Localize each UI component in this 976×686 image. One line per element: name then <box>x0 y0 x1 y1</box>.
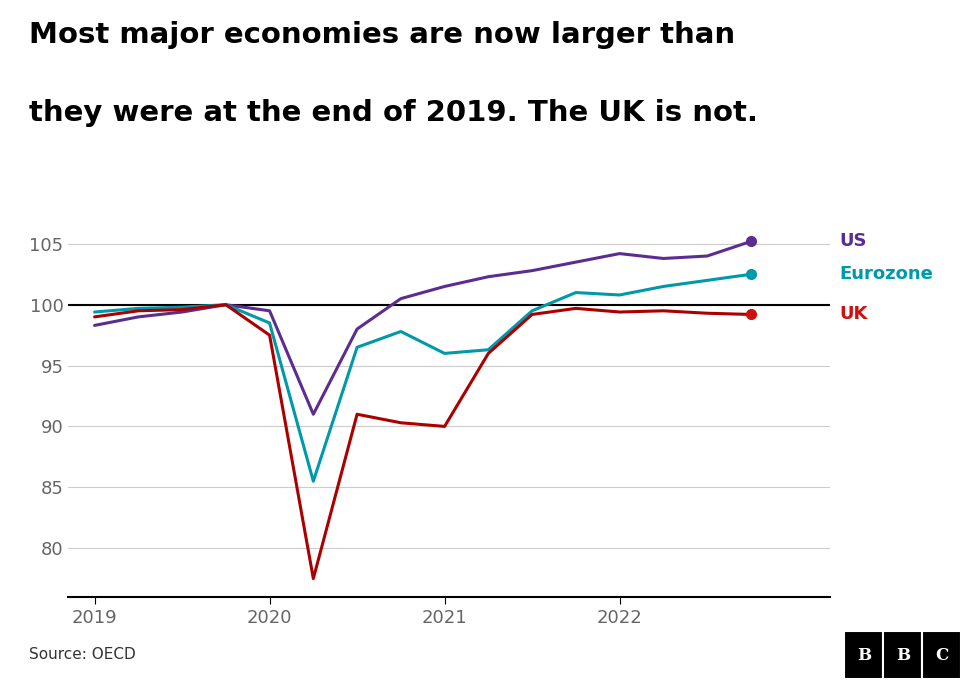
Text: UK: UK <box>839 305 868 324</box>
Text: Most major economies are now larger than: Most major economies are now larger than <box>29 21 735 49</box>
Text: Eurozone: Eurozone <box>839 265 933 283</box>
Bar <box>883 631 922 679</box>
Text: B: B <box>857 647 871 663</box>
Text: they were at the end of 2019. The UK is not.: they were at the end of 2019. The UK is … <box>29 99 758 128</box>
Text: Source: OECD: Source: OECD <box>29 647 136 662</box>
Bar <box>844 631 883 679</box>
Text: C: C <box>935 647 949 663</box>
Text: US: US <box>839 233 867 250</box>
Bar <box>922 631 961 679</box>
Text: B: B <box>896 647 910 663</box>
